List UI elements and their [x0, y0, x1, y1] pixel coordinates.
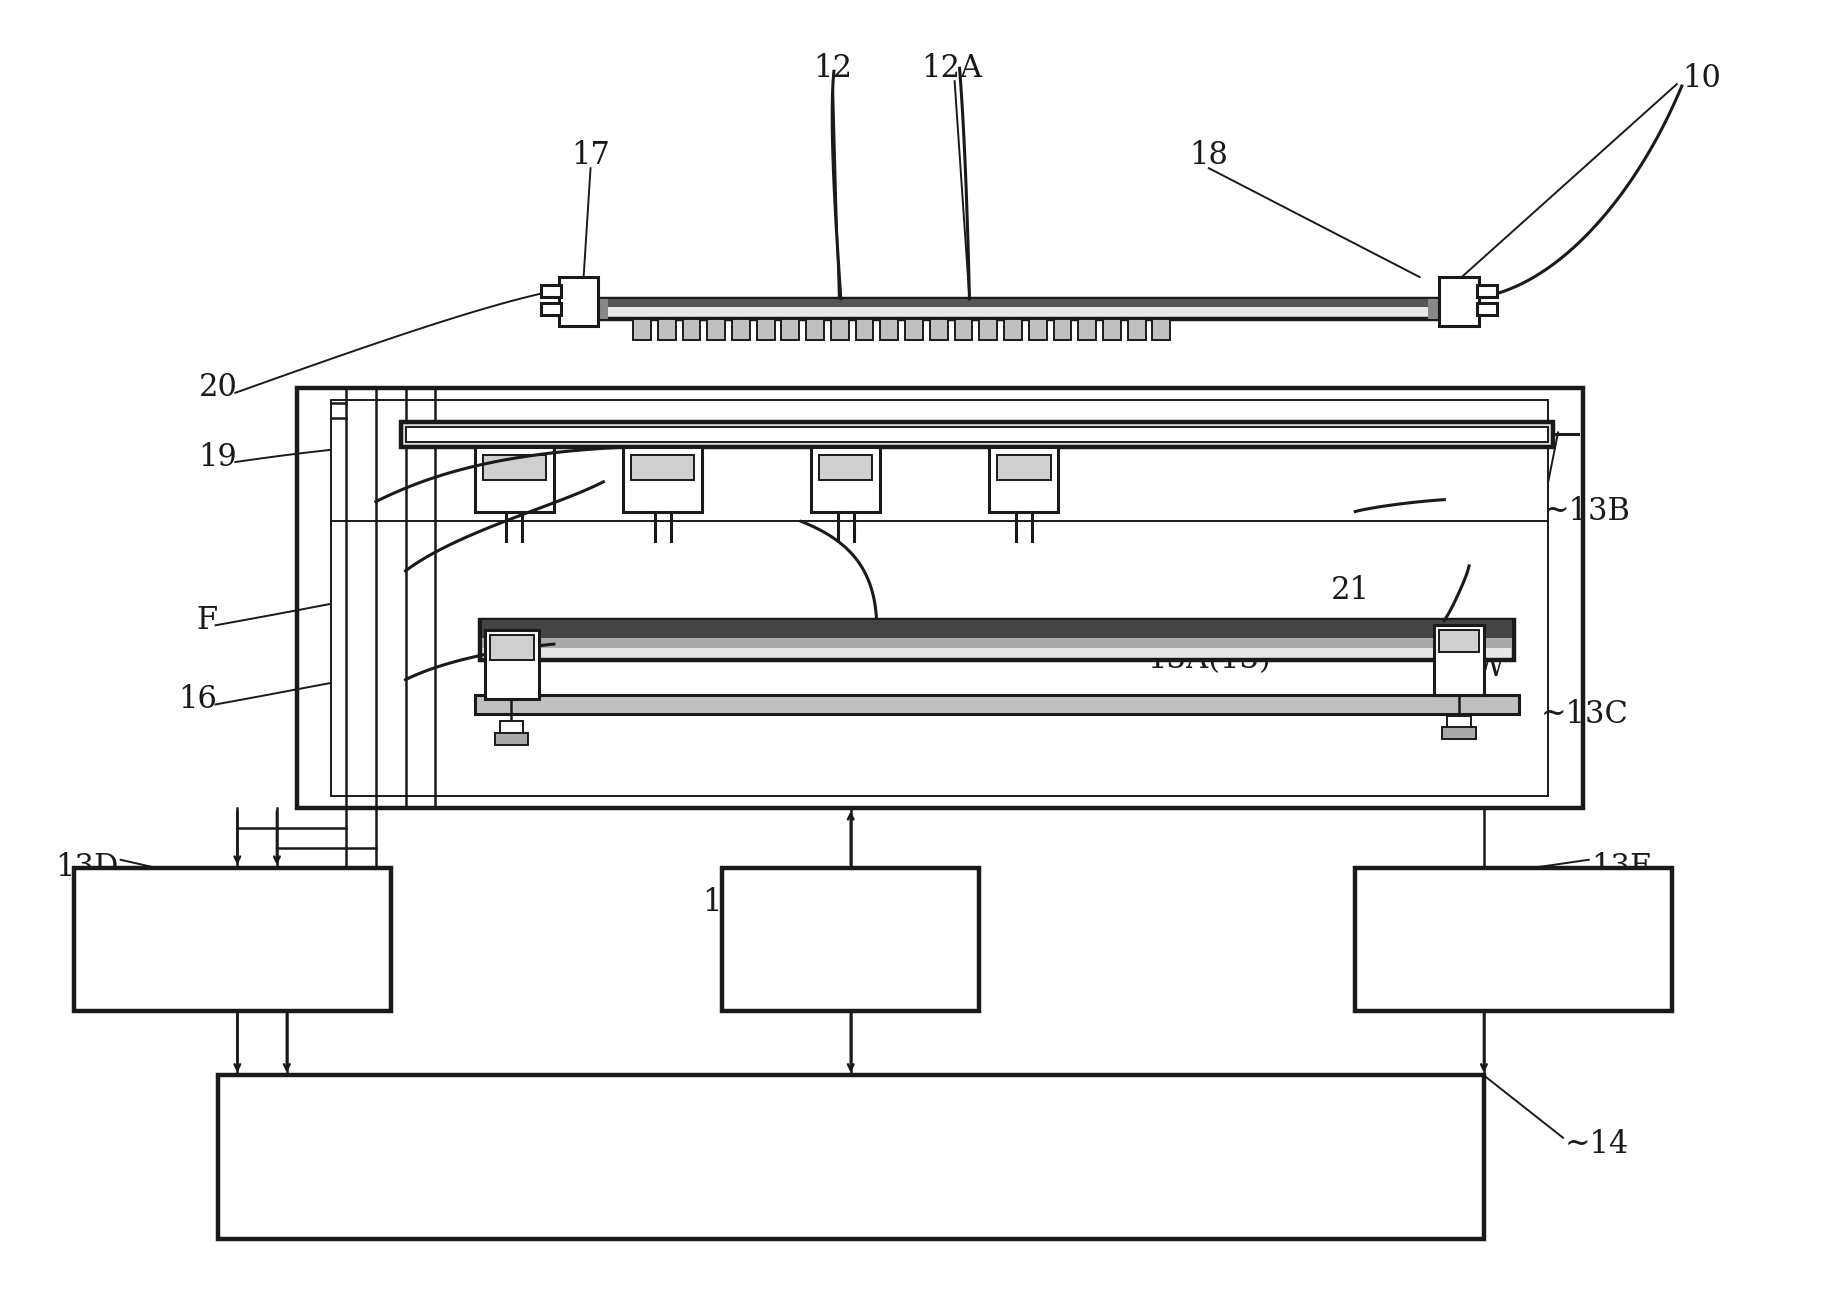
Bar: [1435, 625, 1484, 694]
Text: 20: 20: [198, 372, 237, 404]
Text: UNIT: UNIT: [1482, 945, 1545, 969]
Bar: [481, 620, 1512, 638]
Bar: [880, 319, 898, 340]
Bar: [597, 298, 608, 319]
Text: 17: 17: [571, 139, 610, 171]
Bar: [485, 630, 538, 699]
Bar: [1448, 716, 1471, 730]
Bar: [634, 319, 650, 340]
Bar: [1427, 298, 1440, 319]
Text: ~14: ~14: [1565, 1129, 1629, 1160]
Bar: [474, 694, 1519, 715]
Bar: [1356, 867, 1672, 1012]
Bar: [479, 620, 1514, 660]
Bar: [494, 733, 529, 745]
Bar: [1442, 728, 1475, 740]
Bar: [997, 456, 1051, 480]
Bar: [812, 447, 880, 512]
Bar: [406, 427, 1549, 443]
Bar: [979, 319, 997, 340]
Text: CONTROL UNIT: CONTROL UNIT: [687, 1138, 1014, 1176]
Text: IMAGE PROCESSING: IMAGE PROCESSING: [1381, 910, 1646, 934]
Bar: [1102, 319, 1121, 340]
Bar: [906, 319, 922, 340]
Bar: [1440, 277, 1479, 327]
Text: ~13C: ~13C: [1539, 699, 1628, 730]
Bar: [1029, 319, 1047, 340]
Text: 12: 12: [814, 53, 852, 83]
Text: DRIVING: DRIVING: [794, 910, 907, 934]
Bar: [856, 319, 873, 340]
Text: W: W: [1473, 652, 1505, 684]
Bar: [542, 303, 560, 315]
Bar: [632, 456, 694, 480]
Bar: [623, 447, 702, 512]
Bar: [298, 388, 1583, 809]
Text: 13D: 13D: [55, 853, 119, 883]
Bar: [474, 447, 555, 512]
Bar: [564, 298, 1473, 307]
Bar: [490, 635, 535, 660]
Bar: [781, 319, 799, 340]
Text: 19: 19: [198, 441, 237, 473]
Text: 16: 16: [178, 684, 217, 715]
Bar: [806, 319, 825, 340]
Bar: [564, 298, 1473, 319]
Bar: [1054, 319, 1071, 340]
Bar: [483, 456, 546, 480]
Text: 11: 11: [702, 887, 742, 918]
Bar: [955, 319, 972, 340]
Bar: [73, 867, 391, 1012]
Bar: [731, 319, 749, 340]
Bar: [830, 319, 849, 340]
Bar: [990, 447, 1058, 512]
Bar: [1152, 319, 1170, 340]
Bar: [1005, 319, 1021, 340]
Text: 13A(13): 13A(13): [1148, 644, 1271, 676]
Bar: [481, 638, 1512, 648]
Bar: [558, 277, 599, 327]
Bar: [400, 422, 1552, 447]
Bar: [683, 319, 700, 340]
Text: F: F: [197, 605, 217, 635]
Bar: [1477, 285, 1497, 297]
Text: 10: 10: [1681, 62, 1721, 94]
Bar: [1128, 319, 1146, 340]
Text: 18: 18: [1189, 139, 1229, 171]
Text: 13E: 13E: [1591, 853, 1651, 883]
Bar: [1440, 630, 1479, 652]
Bar: [217, 1075, 1484, 1238]
Text: UNIT: UNIT: [200, 945, 265, 969]
Bar: [930, 319, 948, 340]
Bar: [1078, 319, 1097, 340]
Bar: [757, 319, 775, 340]
Text: MECHANISM: MECHANISM: [770, 945, 933, 969]
Bar: [722, 867, 979, 1012]
Bar: [542, 285, 560, 297]
Text: 21: 21: [1330, 575, 1370, 607]
Text: IMAGE PROCESSING: IMAGE PROCESSING: [101, 910, 364, 934]
Text: ~13B: ~13B: [1543, 496, 1629, 527]
Bar: [658, 319, 676, 340]
Text: 15: 15: [772, 980, 812, 1012]
Bar: [331, 400, 1549, 797]
Bar: [819, 456, 873, 480]
Bar: [707, 319, 726, 340]
Text: 12A: 12A: [920, 53, 983, 83]
Bar: [1477, 303, 1497, 315]
Bar: [500, 721, 524, 736]
